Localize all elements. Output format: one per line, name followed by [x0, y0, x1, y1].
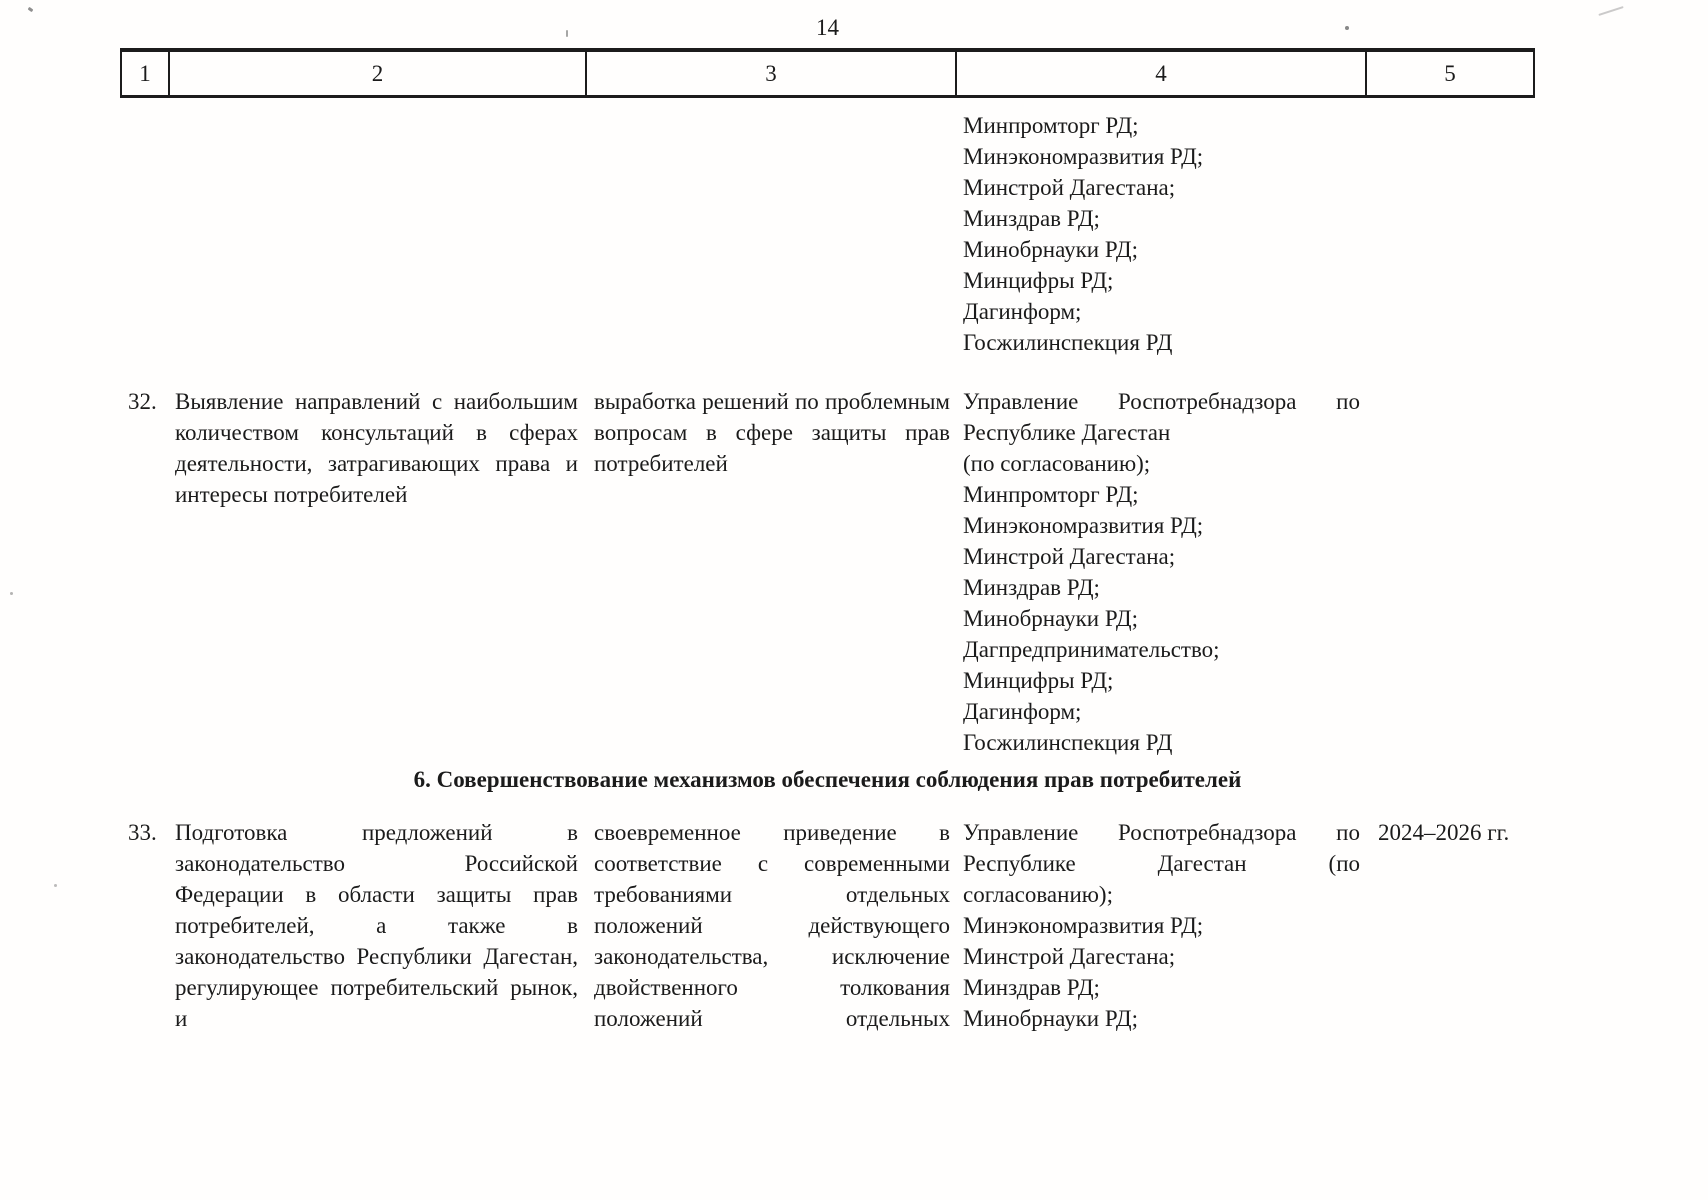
row-number: 33. [128, 820, 157, 845]
cell-activity: Выявление направлений с наибольшим колич… [175, 389, 578, 507]
scan-speckle [1598, 6, 1624, 16]
cell-period [1365, 110, 1535, 141]
cell-result: выработка решений по проблемным вопросам… [594, 389, 950, 476]
cell-period [1365, 386, 1535, 417]
section-heading: 6. Совершенствование механизмов обеспече… [413, 767, 1242, 792]
cell-executors: Минпромторг РД; Минэкономразвития РД; Ми… [963, 113, 1204, 355]
cell-activity: Подготовка предложений в законодательств… [175, 820, 578, 1031]
table-row: 33. Подготовка предложений в законодател… [120, 817, 1535, 1034]
scan-speckle [1345, 26, 1349, 30]
header-cell-5: 5 [1365, 52, 1535, 95]
cell-executors: Управление Роспотребнадзора по Республик… [963, 389, 1360, 755]
scan-speckle [10, 592, 13, 595]
row-number: 32. [128, 389, 157, 414]
scan-speckle [27, 6, 34, 13]
cell-executors: Управление Роспотребнадзора по Республик… [963, 820, 1360, 1031]
header-cell-4: 4 [955, 52, 1365, 95]
header-cell-2: 2 [168, 52, 585, 95]
page-number: 14 [816, 15, 839, 40]
table-row-carryover: Минпромторг РД; Минэкономразвития РД; Ми… [120, 110, 1535, 358]
table-header-row: 1 2 3 4 5 [120, 48, 1535, 98]
header-cell-3: 3 [585, 52, 955, 95]
row-number [120, 110, 168, 141]
table-row: 32. Выявление направлений с наибольшим к… [120, 386, 1535, 758]
document-table: 1 2 3 4 5 Минпромторг РД; Минэкономразви… [120, 48, 1535, 1034]
cell-activity [168, 110, 585, 141]
scan-speckle [566, 30, 568, 37]
cell-period: 2024–2026 гг. [1378, 820, 1510, 845]
cell-result: своевременное приведение в соответствие … [594, 820, 950, 1031]
header-cell-1: 1 [120, 52, 168, 95]
scan-speckle [54, 884, 57, 887]
cell-result [585, 110, 955, 141]
